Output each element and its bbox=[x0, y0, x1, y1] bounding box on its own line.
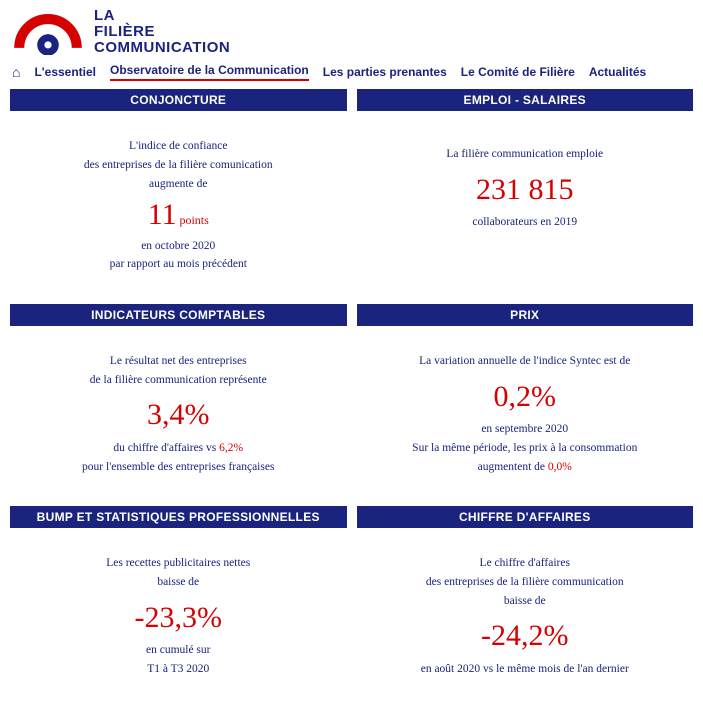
brand-line2: FILIÈRE bbox=[94, 24, 230, 40]
card-body: La filière communication emploie 231 815… bbox=[357, 111, 694, 261]
text-line: La filière communication emploie bbox=[375, 146, 676, 163]
nav-item-essentiel[interactable]: L'essentiel bbox=[34, 65, 96, 79]
brand-line1: LA bbox=[94, 8, 230, 24]
card-title: BUMP ET STATISTIQUES PROFESSIONNELLES bbox=[10, 506, 347, 528]
card-title: CHIFFRE D'AFFAIRES bbox=[357, 506, 694, 528]
text-line: Le résultat net des entreprises bbox=[28, 353, 329, 370]
metric-value: -24,2% bbox=[375, 614, 676, 658]
nav-item-parties[interactable]: Les parties prenantes bbox=[323, 65, 447, 79]
card-conjoncture: CONJONCTURE L'indice de confiance des en… bbox=[10, 89, 347, 296]
card-body: La variation annuelle de l'indice Syntec… bbox=[357, 326, 694, 498]
card-title: INDICATEURS COMPTABLES bbox=[10, 304, 347, 326]
text-line: La variation annuelle de l'indice Syntec… bbox=[375, 353, 676, 370]
text-span: augmentent de bbox=[478, 461, 548, 473]
text-line: Le chiffre d'affaires bbox=[375, 555, 676, 572]
text-line: du chiffre d'affaires vs 6,2% bbox=[28, 440, 329, 457]
brand-name: LA FILIÈRE COMMUNICATION bbox=[94, 8, 230, 55]
card-body: Le résultat net des entreprises de la fi… bbox=[10, 326, 347, 498]
text-line: en octobre 2020 bbox=[28, 238, 329, 255]
home-icon[interactable]: ⌂ bbox=[12, 64, 20, 80]
inline-red-value: 6,2% bbox=[219, 442, 243, 454]
card-body: Le chiffre d'affaires des entreprises de… bbox=[357, 528, 694, 700]
text-line: L'indice de confiance bbox=[28, 138, 329, 155]
card-body: L'indice de confiance des entreprises de… bbox=[10, 111, 347, 296]
text-line: T1 à T3 2020 bbox=[28, 661, 329, 678]
inline-red-value: 0,0% bbox=[548, 461, 572, 473]
text-line: augmente de bbox=[28, 176, 329, 193]
text-span: du chiffre d'affaires vs bbox=[113, 442, 219, 454]
text-line: par rapport au mois précédent bbox=[28, 256, 329, 273]
metric-value: 0,2% bbox=[375, 375, 676, 419]
text-line: en septembre 2020 bbox=[375, 421, 676, 438]
card-indicateurs: INDICATEURS COMPTABLES Le résultat net d… bbox=[10, 304, 347, 498]
text-line: pour l'ensemble des entreprises français… bbox=[28, 459, 329, 476]
metric-row: 11 points bbox=[28, 193, 329, 237]
text-line: baisse de bbox=[375, 593, 676, 610]
card-title: PRIX bbox=[357, 304, 694, 326]
card-body: Les recettes publicitaires nettes baisse… bbox=[10, 528, 347, 700]
metric-unit: points bbox=[179, 213, 208, 227]
text-line: de la filière communication représente bbox=[28, 372, 329, 389]
text-line: Sur la même période, les prix à la conso… bbox=[375, 440, 676, 457]
card-title: CONJONCTURE bbox=[10, 89, 347, 111]
metric-value: 11 bbox=[148, 198, 177, 231]
text-line: en août 2020 vs le même mois de l'an der… bbox=[375, 661, 676, 678]
nav-item-comite[interactable]: Le Comité de Filière bbox=[461, 65, 575, 79]
card-title: EMPLOI - SALAIRES bbox=[357, 89, 694, 111]
brand-line3: COMMUNICATION bbox=[94, 40, 230, 56]
card-bump: BUMP ET STATISTIQUES PROFESSIONNELLES Le… bbox=[10, 506, 347, 700]
nav-item-actualites[interactable]: Actualités bbox=[589, 65, 646, 79]
metric-value: 3,4% bbox=[28, 393, 329, 437]
card-chiffre-affaires: CHIFFRE D'AFFAIRES Le chiffre d'affaires… bbox=[357, 506, 694, 700]
text-line: augmentent de 0,0% bbox=[375, 459, 676, 476]
metric-value: 231 815 bbox=[375, 168, 676, 212]
main-nav: ⌂ L'essentiel Observatoire de la Communi… bbox=[0, 59, 703, 89]
text-line: collaborateurs en 2019 bbox=[375, 214, 676, 231]
text-line: Les recettes publicitaires nettes bbox=[28, 555, 329, 572]
brand-logo-icon bbox=[12, 9, 84, 55]
text-line: baisse de bbox=[28, 574, 329, 591]
site-header: LA FILIÈRE COMMUNICATION bbox=[0, 0, 703, 59]
text-line: des entreprises de la filière communicat… bbox=[375, 574, 676, 591]
text-line: des entreprises de la filière comunicati… bbox=[28, 157, 329, 174]
card-prix: PRIX La variation annuelle de l'indice S… bbox=[357, 304, 694, 498]
dashboard-grid: CONJONCTURE L'indice de confiance des en… bbox=[0, 89, 703, 716]
card-emploi: EMPLOI - SALAIRES La filière communicati… bbox=[357, 89, 694, 296]
text-line: en cumulé sur bbox=[28, 642, 329, 659]
nav-item-observatoire[interactable]: Observatoire de la Communication bbox=[110, 63, 309, 81]
metric-value: -23,3% bbox=[28, 596, 329, 640]
